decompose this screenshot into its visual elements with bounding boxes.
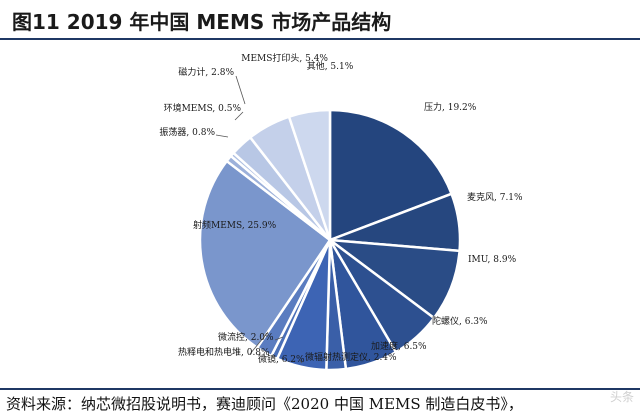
slice-label: 压力, 19.2% [424,101,477,113]
slice-label: 热释电和热电堆, 0.8% [178,346,270,358]
pie-slice [287,108,332,242]
leader-line [274,336,284,341]
slice-label: 微流控, 2.0% [218,331,274,343]
slice-label: 振荡器, 0.8% [159,126,215,138]
leader-line [299,359,303,364]
slice-label: IMU, 8.9% [468,255,517,265]
leader-line [327,353,331,361]
pie-slice [198,159,332,349]
watermark: 头条 [609,390,634,404]
source-note: 资料来源：纳芯微招股说明书，赛迪顾问《2020 中国 MEMS 制造白皮书》， [6,395,523,413]
leader-line [234,111,244,121]
bottom-rule [0,388,640,390]
slice-label: 微镜, 6.2% [258,353,305,365]
pie-slice [328,108,453,242]
slice-label: 磁力计, 2.8% [178,66,234,78]
leader-line [235,75,246,105]
slice-label: 微辐射热测定仪, 2.4% [305,351,397,363]
top-rule [0,38,640,40]
leader-line [249,331,269,355]
slice-label: MEMS打印头, 5.4% [241,52,328,64]
slice-label: 其他, 5.1% [307,60,354,72]
chart-title: 图11 2019 年中国 MEMS 市场产品结构 [12,10,392,34]
slice-label: 射频MEMS, 25.9% [193,219,277,231]
leader-line [215,134,229,138]
slice-label: 环境MEMS, 0.5% [164,102,242,114]
slice-label: 加速度, 6.5% [371,340,427,352]
pie-chart: 压力, 19.2% 麦克风, 7.1% IMU, 8.9% 陀螺仪, 6.3% 加速度,… [159,52,523,372]
slice-label: 麦克风, 7.1% [467,191,523,203]
slice-label: 陀螺仪, 6.3% [432,315,488,327]
